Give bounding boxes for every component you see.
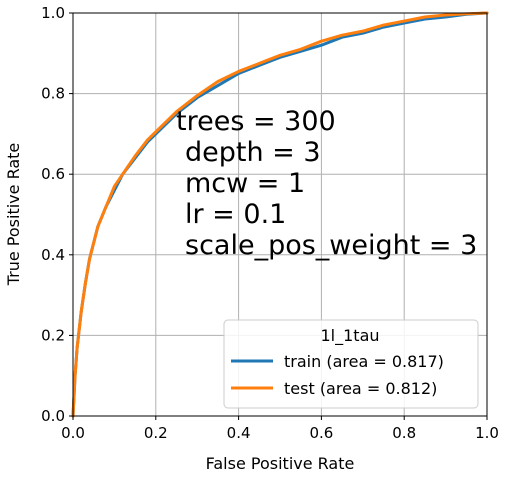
annotation-line: depth = 3: [185, 137, 321, 168]
y-tick-label: 0.2: [41, 326, 65, 344]
parameter-annotation: trees = 300 depth = 3 mcw = 1 lr = 0.1 s…: [176, 106, 477, 261]
y-tick-label: 0.4: [41, 246, 65, 264]
series-layer: [71, 11, 489, 418]
x-tick-label: 0.6: [309, 424, 333, 442]
x-tick-label: 0.8: [392, 424, 416, 442]
legend: 1l_1tau train (area = 0.817) test (area …: [223, 319, 479, 409]
legend-label-train: train (area = 0.817): [284, 352, 444, 371]
annotation-line: scale_pos_weight = 3: [185, 230, 477, 261]
y-tick-label: 0.8: [41, 85, 65, 103]
x-axis-title: False Positive Rate: [206, 454, 355, 473]
annotation-line: lr = 0.1: [185, 199, 286, 230]
annotation-line: trees = 300: [176, 106, 336, 137]
x-tick-label: 0.2: [144, 424, 168, 442]
plot-frame: [72, 12, 488, 417]
axis-ticks: 0.0 0.2 0.4 0.6 0.8 1.0 0.0 0.2 0.4 0.6 0.8 1.0: [41, 4, 499, 442]
x-tick-label: 0.0: [61, 424, 85, 442]
legend-title: 1l_1tau: [320, 326, 379, 346]
annotation-line: mcw = 1: [185, 168, 305, 199]
y-tick-label: 1.0: [41, 4, 65, 22]
y-axis-title: True Positive Rate: [4, 143, 23, 287]
y-tick-label: 0.0: [41, 407, 65, 425]
x-tick-label: 0.4: [227, 424, 251, 442]
y-tick-label: 0.6: [41, 165, 65, 183]
x-tick-label: 1.0: [475, 424, 499, 442]
legend-box: [223, 319, 479, 409]
legend-label-test: test (area = 0.812): [284, 379, 437, 398]
series-line-test: [71, 11, 489, 418]
